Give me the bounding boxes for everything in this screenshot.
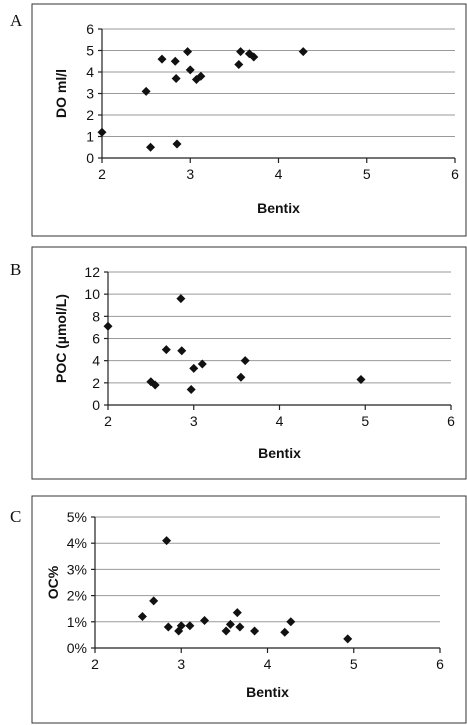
x-tick-label: 5 (361, 413, 369, 429)
data-point (356, 375, 366, 385)
data-point (235, 622, 245, 632)
data-point (150, 380, 160, 390)
data-point (225, 619, 235, 629)
data-point (146, 142, 156, 152)
y-axis-label: DO ml/l (53, 69, 69, 118)
x-tick-label: 6 (436, 656, 444, 672)
x-axis-label: Bentix (246, 684, 289, 700)
chart-panel-c: C 0% 1% 2% 3% 4% 5% 2 3 4 5 6 Bentix OC% (10, 495, 467, 724)
panel-letter: A (10, 11, 23, 30)
x-tick-label: 6 (447, 413, 455, 429)
data-point (236, 372, 246, 382)
data-point (103, 321, 113, 331)
data-point (280, 627, 290, 637)
data-point (200, 615, 210, 625)
y-tick-label: 3% (67, 561, 87, 577)
data-point (232, 608, 242, 618)
x-tick-label: 4 (276, 413, 284, 429)
x-tick-label: 6 (451, 166, 459, 182)
data-point (176, 294, 186, 304)
x-tick-label: 4 (275, 166, 283, 182)
data-point (343, 634, 353, 644)
data-point (161, 345, 171, 355)
panel-frame (31, 3, 467, 237)
x-tick-label: 2 (104, 413, 112, 429)
x-axis-label: Bentix (258, 445, 301, 461)
x-tick-label: 4 (264, 656, 272, 672)
data-point (97, 127, 107, 137)
data-point (196, 71, 206, 81)
panel-frame (31, 246, 467, 480)
y-tick-label: 0 (92, 397, 100, 413)
data-point (162, 536, 172, 546)
data-point (157, 54, 167, 64)
data-point (286, 617, 296, 627)
x-tick-label: 3 (177, 656, 185, 672)
x-axis-label: Bentix (257, 200, 300, 216)
data-point (141, 86, 151, 96)
panel-frame (31, 495, 467, 724)
data-point (149, 596, 159, 606)
chart-panel-a: A 0 1 2 3 4 5 6 2 3 4 5 6 Bentix DO ml/l (10, 3, 467, 237)
y-tick-label: 2% (67, 588, 87, 604)
y-tick-label: 0 (86, 150, 94, 166)
y-tick-label: 4 (92, 353, 100, 369)
y-axis-label: POC (µmol/L) (53, 294, 69, 383)
data-point (234, 59, 244, 69)
data-point (185, 65, 195, 75)
data-point (177, 346, 187, 356)
y-tick-label: 0% (67, 640, 87, 656)
data-point (298, 47, 308, 57)
y-tick-label: 6 (92, 331, 100, 347)
x-tick-label: 3 (190, 413, 198, 429)
y-tick-label: 1 (86, 129, 94, 145)
data-point (163, 622, 173, 632)
y-tick-label: 4 (86, 64, 94, 80)
y-tick-label: 5 (86, 43, 94, 59)
data-point (240, 356, 250, 366)
data-point (186, 384, 196, 394)
panel-letter: C (10, 507, 21, 526)
x-tick-label: 5 (363, 166, 371, 182)
data-point (185, 621, 195, 631)
y-tick-label: 10 (84, 286, 100, 302)
x-tick-label: 3 (186, 166, 194, 182)
data-point (172, 139, 182, 149)
y-tick-label: 8 (92, 308, 100, 324)
data-point (189, 363, 199, 373)
data-point (137, 612, 147, 622)
data-point (183, 47, 193, 57)
data-point (250, 626, 260, 636)
data-point (221, 626, 231, 636)
data-point (176, 621, 186, 631)
y-tick-label: 2 (92, 375, 100, 391)
x-tick-label: 2 (91, 656, 99, 672)
data-point (171, 73, 181, 83)
y-tick-label: 6 (86, 21, 94, 37)
y-tick-label: 4% (67, 535, 87, 551)
y-axis-label: OC% (45, 565, 61, 599)
data-point (170, 56, 180, 66)
y-tick-label: 1% (67, 614, 87, 630)
y-tick-label: 3 (86, 86, 94, 102)
y-tick-label: 5% (67, 509, 87, 525)
panel-letter: B (10, 260, 21, 279)
data-point (236, 47, 246, 57)
y-tick-label: 2 (86, 107, 94, 123)
data-point (197, 359, 207, 369)
y-tick-label: 12 (84, 264, 100, 280)
x-tick-label: 2 (98, 166, 106, 182)
data-point (249, 52, 259, 62)
x-tick-label: 5 (350, 656, 358, 672)
